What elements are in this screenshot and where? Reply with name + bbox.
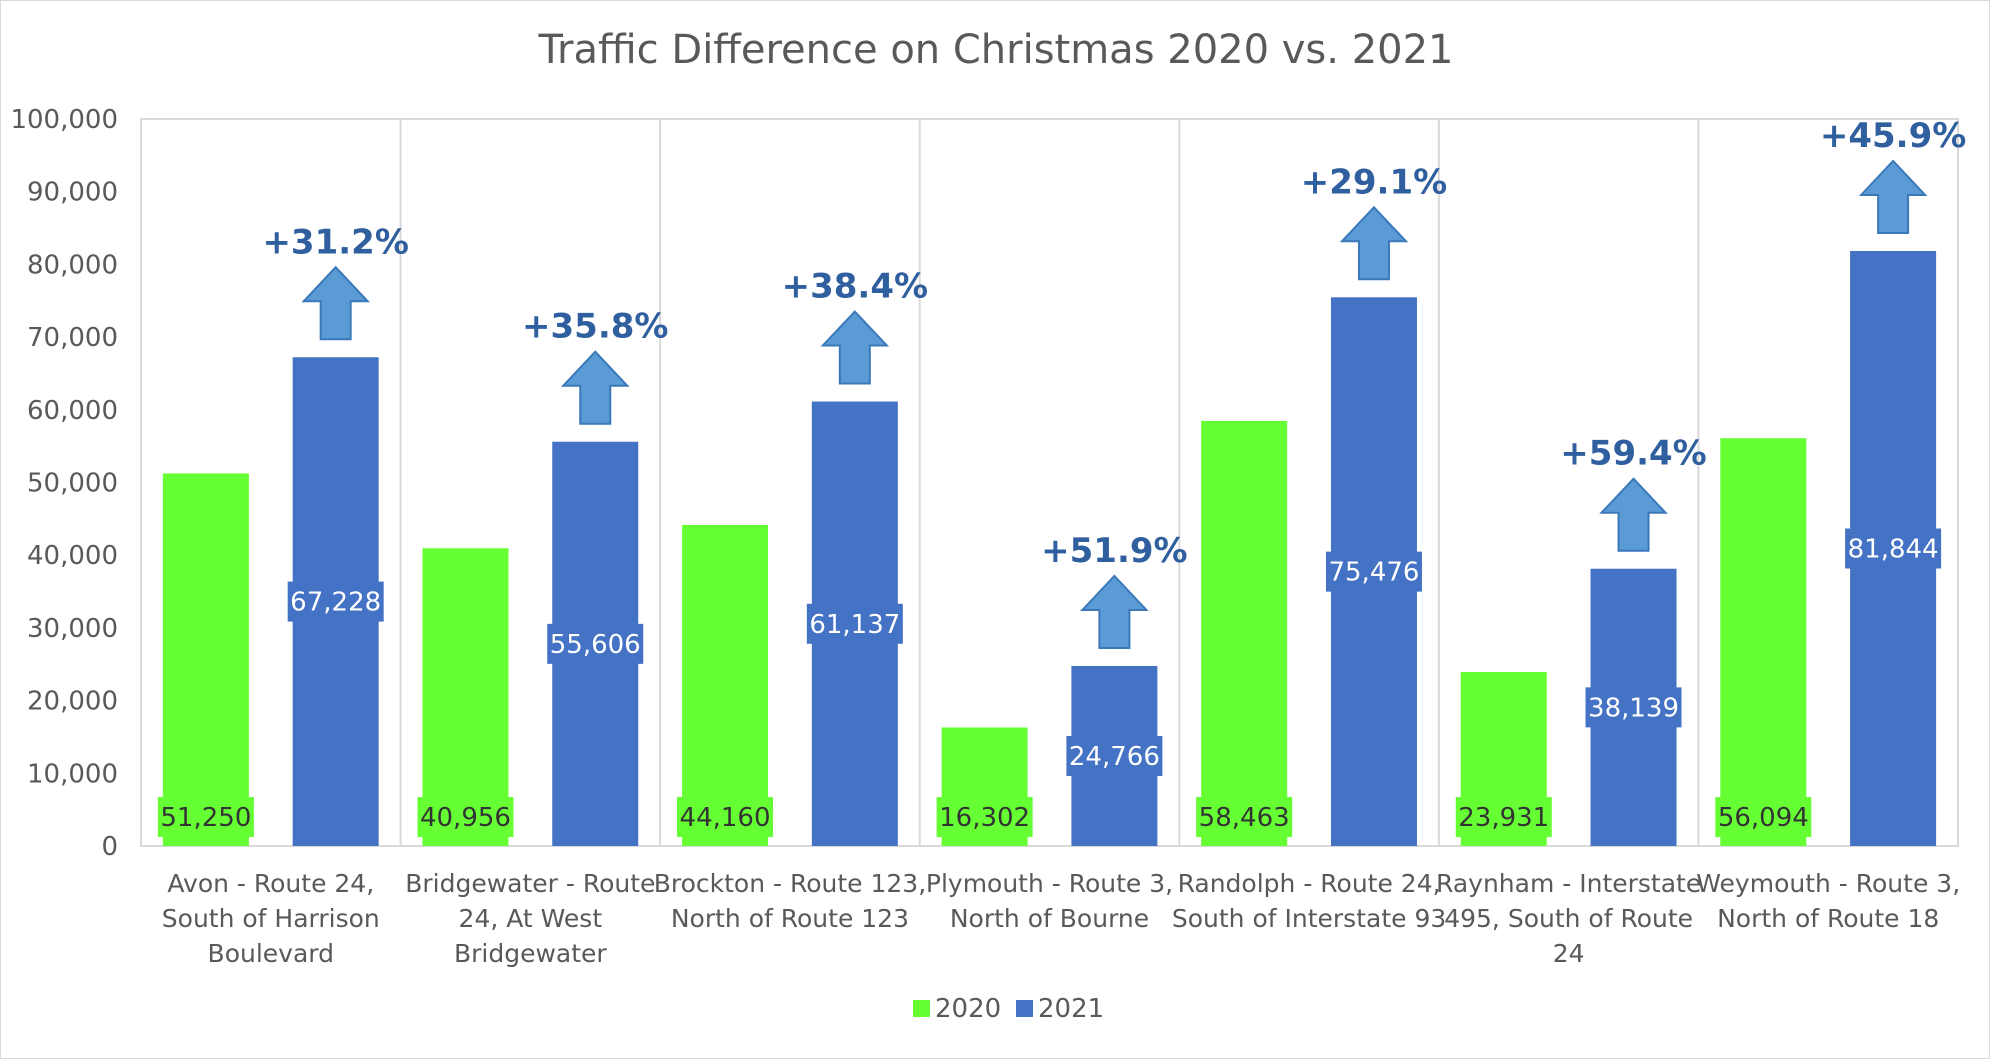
data-label-2021-bg (287, 581, 384, 622)
percent-change-label: +59.4% (1560, 434, 1706, 474)
data-label-2021-bg (806, 603, 903, 644)
data-label-2021-bg (1585, 687, 1682, 728)
data-label-2021: 81,844 (1848, 534, 1939, 564)
bar-2020 (422, 548, 509, 846)
x-tick-label: North of Route 18 (1717, 904, 1939, 933)
percent-change-label: +51.9% (1041, 531, 1187, 571)
x-tick-label: South of Interstate 93 (1172, 904, 1446, 933)
data-label-2021-bg (1845, 528, 1942, 569)
y-tick-label: 70,000 (27, 323, 118, 353)
data-label-2020-bg (677, 797, 774, 837)
data-label-2021: 38,139 (1588, 693, 1679, 723)
data-label-2020: 44,160 (680, 803, 771, 833)
percent-change-label: +45.9% (1820, 116, 1966, 156)
bar-2020 (162, 473, 249, 846)
percent-change-label: +31.2% (262, 222, 408, 262)
data-label-2020: 56,094 (1718, 803, 1809, 833)
percent-change-label: +38.4% (782, 267, 928, 307)
data-label-2020-bg (417, 797, 514, 837)
x-tick-label: Weymouth - Route 3, (1696, 869, 1960, 898)
data-label-2020: 58,463 (1199, 803, 1290, 833)
data-label-2020: 23,931 (1458, 803, 1549, 833)
y-tick-label: 90,000 (27, 178, 118, 208)
y-tick-label: 40,000 (27, 541, 118, 571)
data-label-2021-bg (547, 623, 644, 664)
y-tick-label: 50,000 (27, 469, 118, 499)
x-tick-label: Boulevard (208, 939, 334, 968)
x-tick-label: Brockton - Route 123, (654, 869, 926, 898)
data-label-2021: 67,228 (290, 588, 381, 618)
data-label-2021: 24,766 (1069, 742, 1160, 772)
x-tick-label: Randolph - Route 24, (1178, 869, 1441, 898)
y-tick-label: 10,000 (27, 759, 118, 789)
y-tick-label: 60,000 (27, 396, 118, 426)
data-label-2021: 61,137 (809, 610, 900, 640)
data-label-2020-bg (1715, 797, 1812, 837)
up-arrow-icon (1080, 574, 1149, 649)
x-tick-label: North of Route 123 (671, 904, 909, 933)
x-tick-label: South of Harrison (162, 904, 380, 933)
plot-area-border (140, 118, 1959, 847)
legend-label-2021: 2021 (1038, 994, 1104, 1024)
bar-2020 (1201, 420, 1288, 846)
y-tick-label: 80,000 (27, 250, 118, 280)
data-label-2021: 75,476 (1328, 558, 1419, 588)
x-tick-label: Bridgewater (454, 939, 607, 968)
x-tick-label: Plymouth - Route 3, (926, 869, 1173, 898)
y-tick-label: 30,000 (27, 614, 118, 644)
x-tick-label: North of Bourne (950, 904, 1149, 933)
x-tick-label: 495, South of Route (1444, 904, 1693, 933)
legend-label-2020: 2020 (935, 994, 1001, 1024)
data-label-2021: 55,606 (550, 630, 641, 660)
y-tick-label: 0 (101, 832, 118, 862)
bar-2020 (1720, 438, 1807, 846)
up-arrow-icon (1339, 205, 1409, 281)
up-arrow-icon (1858, 159, 1928, 234)
percent-change-label: +35.8% (522, 307, 668, 347)
data-label-2020: 16,302 (939, 803, 1030, 833)
x-tick-label: Raynham - Interstate (1436, 869, 1701, 898)
x-tick-label: 24, At West (459, 904, 603, 933)
up-arrow-icon (301, 265, 370, 341)
up-arrow-icon (560, 350, 630, 425)
legend-swatch-2021 (1016, 1000, 1033, 1017)
data-label-2020-bg (1455, 797, 1552, 837)
data-label-2021-bg (1066, 735, 1163, 776)
percent-change-label: +29.1% (1301, 162, 1447, 202)
bar-2020 (682, 524, 769, 846)
data-label-2020-bg (1196, 797, 1293, 837)
legend-swatch-2020 (913, 1000, 930, 1017)
y-tick-label: 20,000 (27, 687, 118, 717)
up-arrow-icon (820, 310, 890, 385)
data-label-2020-bg (936, 797, 1033, 837)
data-label-2020-bg (157, 797, 254, 837)
x-tick-label: Bridgewater - Route (405, 869, 655, 898)
data-label-2020: 40,956 (420, 803, 511, 833)
chart-title: Traffic Difference on Christmas 2020 vs.… (538, 27, 1454, 73)
x-tick-label: Avon - Route 24, (167, 869, 374, 898)
x-tick-label: 24 (1553, 939, 1585, 968)
data-label-2021-bg (1325, 551, 1422, 592)
data-label-2020: 51,250 (160, 803, 251, 833)
y-tick-label: 100,000 (10, 105, 118, 135)
up-arrow-icon (1599, 477, 1668, 552)
